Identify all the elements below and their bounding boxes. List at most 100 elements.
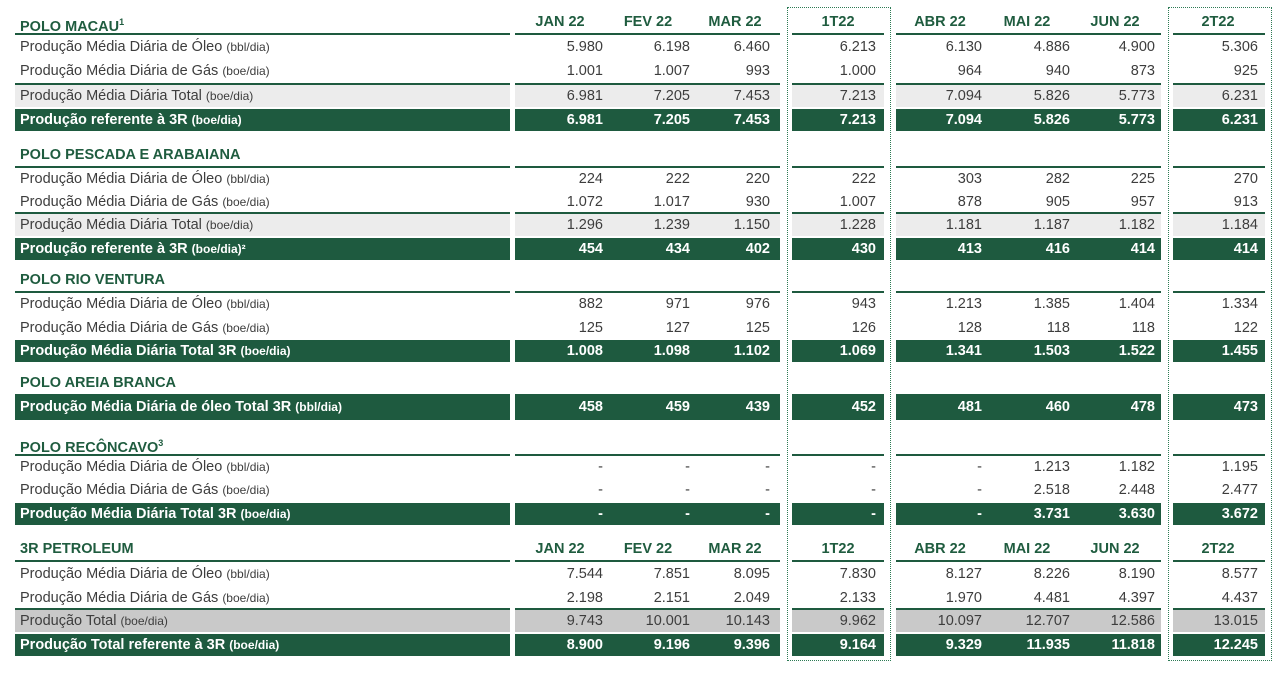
row-background: [896, 394, 1161, 420]
section-rule: [515, 166, 780, 168]
table-cell: 282: [1045, 171, 1070, 187]
table-cell: -: [685, 506, 690, 522]
section-rule: [15, 291, 510, 293]
table-cell: 3.731: [1033, 506, 1070, 522]
column-header: 2T22: [1201, 541, 1235, 557]
row-background: [515, 394, 780, 420]
row-label-text: Produção referente à 3R: [20, 241, 192, 257]
table-row: Produção Média Diária Total 3R (boe/dia)…: [0, 503, 1280, 525]
table-cell: 7.830: [839, 566, 876, 582]
row-background: [1173, 238, 1265, 260]
row-unit: (boe/dia)²: [191, 242, 246, 256]
section-rule: [515, 33, 780, 35]
section-rule: [792, 291, 884, 293]
row-rule: [1173, 608, 1265, 610]
row-background: [896, 85, 1161, 107]
column-header: ABR 22: [914, 14, 966, 30]
table-row: Produção Total referente à 3R (boe/dia) 8…: [0, 634, 1280, 656]
table-cell: 11.818: [1111, 637, 1155, 653]
table-row: Produção Média Diária de Óleo (bbl/dia) 2…: [0, 168, 1280, 190]
row-background: [896, 610, 1161, 632]
row-background: [792, 610, 884, 632]
table-row: Produção Média Diária de Óleo (bbl/dia) 8…: [0, 293, 1280, 315]
row-rule: [15, 83, 510, 85]
table-cell: 1.007: [653, 63, 690, 79]
table-cell: 1.181: [945, 217, 982, 233]
table-cell: 1.184: [1221, 217, 1258, 233]
table-cell: 1.187: [1033, 217, 1070, 233]
row-background: [15, 394, 510, 420]
row-label: Produção Média Diária de Gás (boe/dia): [20, 479, 270, 501]
table-cell: -: [598, 459, 603, 475]
row-unit: (boe/dia): [191, 113, 242, 127]
table-cell: 1.341: [945, 343, 982, 359]
row-rule: [896, 608, 1161, 610]
section-rule: [1173, 166, 1265, 168]
row-label: Produção Média Diária de Óleo (bbl/dia): [20, 563, 270, 585]
table-row: Produção Média Diária de Óleo (bbl/dia) 5…: [0, 36, 1280, 58]
row-background: [1173, 610, 1265, 632]
row-background: [515, 214, 780, 236]
table-row: Produção Média Diária de Gás (boe/dia) 1.…: [0, 60, 1280, 82]
table-cell: 13.015: [1213, 613, 1258, 629]
table-cell: 8.095: [733, 566, 770, 582]
row-label-text: Produção Média Diária Total: [20, 217, 206, 233]
section-rule: [1173, 560, 1265, 562]
row-label-text: Produção Média Diária de Gás: [20, 320, 223, 336]
section-rule: [792, 454, 884, 456]
table-cell: 222: [665, 171, 690, 187]
row-unit: (bbl/dia): [226, 297, 270, 311]
row-background: [896, 340, 1161, 362]
table-cell: 993: [745, 63, 770, 79]
table-cell: 6.981: [566, 88, 603, 104]
row-background: [15, 634, 510, 656]
table-cell: 957: [1130, 194, 1155, 210]
table-cell: 416: [1045, 241, 1070, 257]
row-unit: (boe/dia): [205, 218, 254, 232]
table-cell: 1.239: [653, 217, 690, 233]
row-label-text: Produção Média Diária Total 3R: [20, 343, 241, 359]
row-label: Produção Média Diária de Gás (boe/dia): [20, 60, 270, 82]
table-cell: 5.773: [1118, 88, 1155, 104]
row-background: [792, 394, 884, 420]
row-background: [792, 238, 884, 260]
table-cell: 430: [851, 241, 876, 257]
row-background: [515, 503, 780, 525]
section-title-text: POLO PESCADA E ARABAIANA: [20, 147, 241, 163]
table-cell: 270: [1233, 171, 1258, 187]
table-cell: 873: [1130, 63, 1155, 79]
table-cell: 5.826: [1033, 88, 1070, 104]
table-cell: 10.001: [645, 613, 690, 629]
table-cell: 1.001: [566, 63, 603, 79]
section-title: POLO AREIA BRANCA: [20, 372, 176, 394]
section-rule: [792, 166, 884, 168]
section-title: 3R PETROLEUM: [20, 538, 134, 560]
table-cell: 6.213: [839, 39, 876, 55]
row-background: [896, 503, 1161, 525]
row-rule: [1173, 83, 1265, 85]
table-cell: 125: [578, 320, 603, 336]
table-cell: 125: [745, 320, 770, 336]
table-cell: 7.213: [839, 112, 876, 128]
table-cell: 5.980: [566, 39, 603, 55]
table-cell: 5.826: [1033, 112, 1070, 128]
row-rule: [1173, 212, 1265, 214]
column-header: JAN 22: [535, 541, 585, 557]
table-cell: -: [871, 482, 876, 498]
row-rule: [896, 212, 1161, 214]
table-cell: 454: [578, 241, 603, 257]
table-cell: 481: [957, 399, 982, 415]
column-header: MAR 22: [708, 541, 762, 557]
table-cell: 5.773: [1118, 112, 1155, 128]
row-unit: (boe/dia): [205, 89, 254, 103]
table-cell: 4.437: [1221, 590, 1258, 606]
row-label-text: Produção Média Diária de Óleo: [20, 171, 227, 187]
row-background: [896, 109, 1161, 131]
table-cell: 940: [1045, 63, 1070, 79]
row-background: [1173, 394, 1265, 420]
table-cell: 2.198: [566, 590, 603, 606]
table-cell: 4.886: [1033, 39, 1070, 55]
column-header: FEV 22: [623, 541, 673, 557]
row-rule: [515, 608, 780, 610]
table-cell: 7.544: [566, 566, 603, 582]
